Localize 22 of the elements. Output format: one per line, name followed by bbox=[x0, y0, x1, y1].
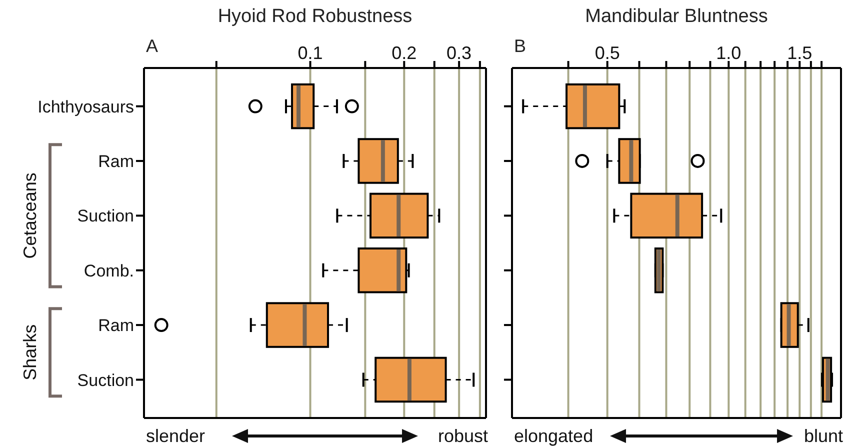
text: robust bbox=[438, 426, 488, 446]
y-tick-label: Comb. bbox=[84, 261, 134, 280]
y-tick-label: Ram bbox=[98, 316, 134, 336]
x-tick-label: 1.5 bbox=[787, 43, 812, 63]
y-tick-label: Suction bbox=[77, 206, 134, 226]
x-tick-label: 0.1 bbox=[298, 43, 323, 63]
text: slender bbox=[146, 426, 206, 446]
y-tick-label: Suction bbox=[77, 370, 134, 390]
text: blunt bbox=[804, 426, 843, 446]
chart-title: Mandibular Bluntness bbox=[584, 6, 769, 28]
chart-title: Hyoid Rod Robustness bbox=[216, 6, 414, 28]
y-tick-label: Ichthyosaurs bbox=[38, 97, 134, 116]
text: Cetaceans bbox=[20, 172, 40, 259]
x-tick-label: 0.2 bbox=[392, 43, 417, 63]
text: elongated bbox=[514, 426, 594, 446]
text: B bbox=[514, 36, 526, 56]
x-tick-label: 0.5 bbox=[594, 43, 620, 63]
x-tick-label: 0.3 bbox=[446, 43, 472, 63]
text: Sharks bbox=[20, 324, 40, 380]
x-tick-label: 1.0 bbox=[716, 43, 742, 63]
y-tick-label: Ram bbox=[98, 152, 134, 172]
text: A bbox=[146, 36, 158, 56]
